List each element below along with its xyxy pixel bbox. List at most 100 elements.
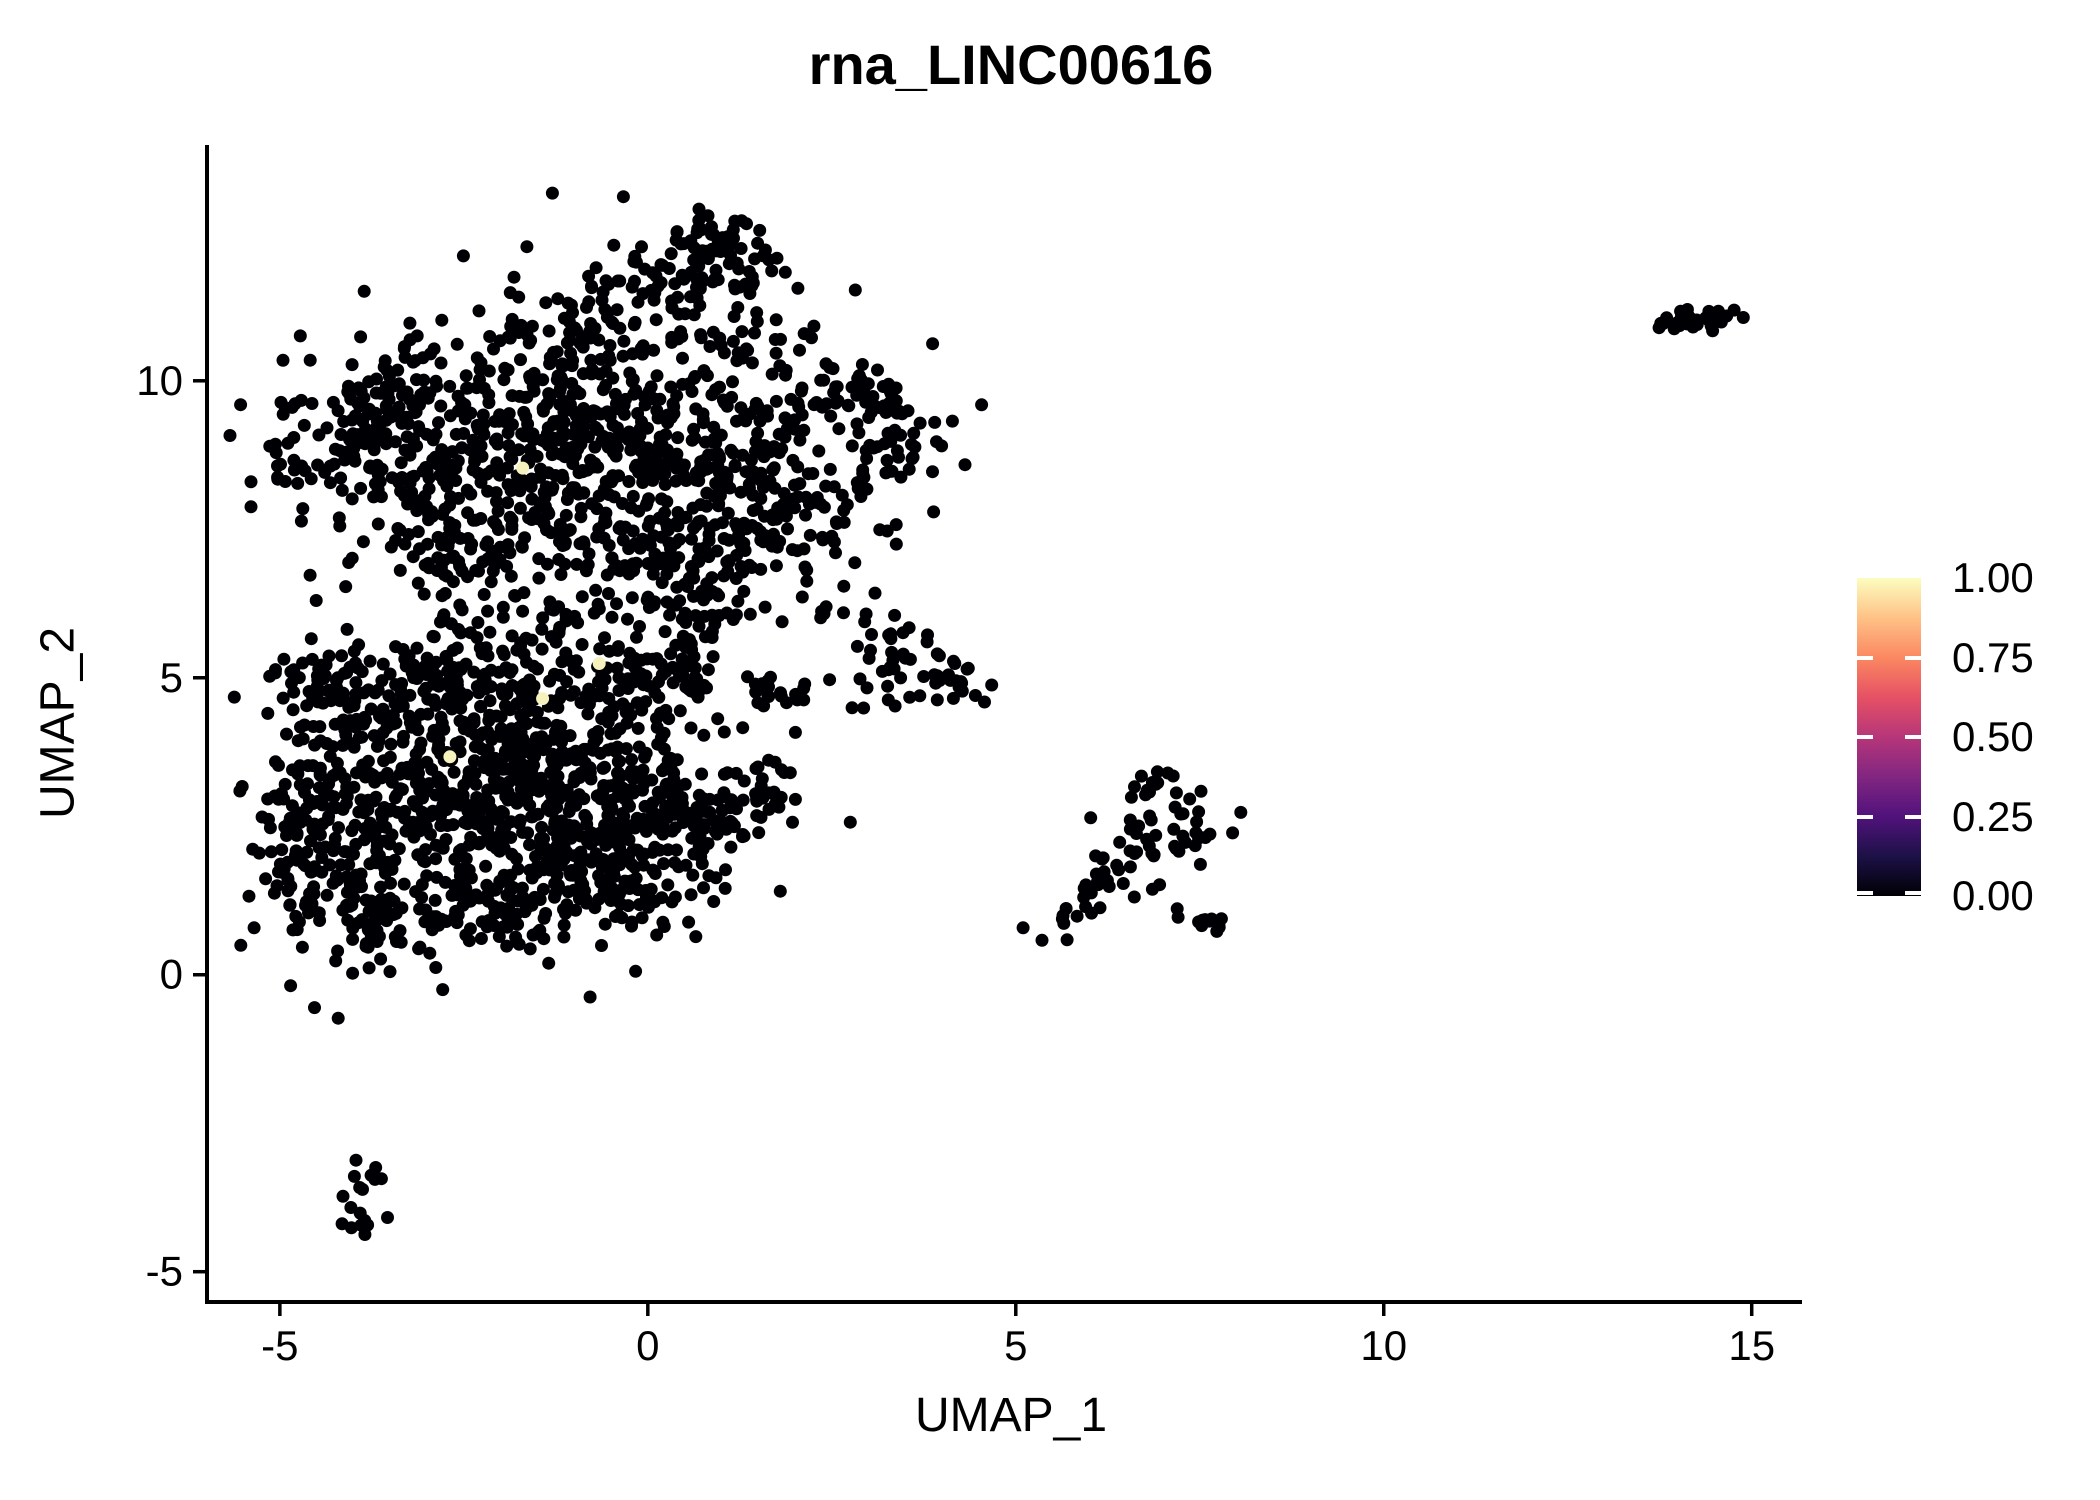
scatter-point bbox=[434, 399, 448, 413]
scatter-point bbox=[296, 502, 310, 516]
scatter-point bbox=[888, 608, 902, 622]
scatter-point bbox=[692, 542, 706, 556]
scatter-point bbox=[580, 896, 593, 910]
scatter-point bbox=[298, 464, 312, 478]
scatter-point bbox=[344, 1221, 358, 1235]
scatter-point bbox=[315, 851, 329, 864]
scatter-point bbox=[670, 225, 684, 239]
scatter-point bbox=[626, 489, 640, 503]
scatter-point bbox=[831, 394, 845, 408]
colorbar-tick bbox=[1857, 814, 1873, 819]
scatter-point bbox=[604, 727, 618, 741]
scatter-point bbox=[622, 542, 636, 556]
scatter-point bbox=[709, 823, 723, 837]
scatter-point bbox=[837, 503, 851, 517]
scatter-point bbox=[274, 457, 287, 471]
scatter-point bbox=[799, 508, 812, 522]
scatter-point bbox=[803, 528, 817, 542]
scatter-point bbox=[379, 399, 393, 413]
scatter-point bbox=[628, 654, 642, 668]
scatter-point bbox=[342, 379, 355, 393]
scatter-point bbox=[859, 607, 873, 621]
scatter-point bbox=[585, 281, 599, 295]
scatter-point bbox=[665, 598, 679, 612]
scatter-point bbox=[411, 525, 425, 539]
scatter-point bbox=[1123, 860, 1137, 874]
scatter-point bbox=[917, 670, 931, 683]
scatter-point bbox=[703, 340, 717, 353]
scatter-point bbox=[523, 838, 536, 852]
scatter-point bbox=[1123, 822, 1137, 836]
scatter-point bbox=[426, 629, 440, 643]
scatter-point bbox=[347, 449, 361, 463]
scatter-point bbox=[426, 433, 440, 447]
scatter-point bbox=[721, 506, 735, 520]
scatter-point bbox=[853, 672, 867, 686]
scatter-point bbox=[595, 875, 609, 889]
scatter-point bbox=[371, 430, 385, 444]
scatter-point bbox=[372, 734, 386, 748]
colorbar-tick-label: 1.00 bbox=[1952, 554, 2034, 601]
scatter-point bbox=[286, 703, 300, 717]
axes: -5 0 5 10 15 10 5 0 -5 bbox=[136, 145, 1802, 1369]
scatter-point bbox=[683, 641, 697, 655]
scatter-point bbox=[480, 467, 494, 481]
scatter-point bbox=[590, 502, 604, 516]
scatter-point bbox=[496, 644, 510, 658]
scatter-point bbox=[527, 679, 541, 693]
scatter-point bbox=[369, 790, 383, 804]
scatter-point bbox=[666, 676, 680, 690]
scatter-point bbox=[498, 699, 512, 713]
scatter-point bbox=[312, 662, 326, 676]
scatter-point bbox=[602, 779, 616, 793]
scatter-point bbox=[673, 704, 687, 718]
scatter-point bbox=[521, 759, 535, 773]
scatter-point bbox=[1198, 831, 1212, 844]
scatter-point bbox=[942, 672, 956, 686]
scatter-point bbox=[746, 276, 760, 290]
scatter-point bbox=[347, 740, 361, 754]
scatter-point bbox=[616, 190, 630, 204]
scatter-point bbox=[583, 325, 597, 339]
scatter-point bbox=[234, 398, 248, 412]
scatter-point bbox=[459, 882, 473, 895]
scatter-point bbox=[563, 729, 577, 743]
scatter-point bbox=[625, 919, 638, 933]
scatter-point bbox=[1143, 785, 1156, 799]
scatter-point bbox=[605, 610, 619, 624]
scatter-point bbox=[1035, 933, 1049, 947]
scatter-point bbox=[712, 466, 726, 480]
scatter-point bbox=[651, 822, 665, 836]
scatter-point bbox=[363, 816, 377, 830]
scatter-point bbox=[678, 606, 692, 620]
scatter-point bbox=[661, 523, 675, 537]
scatter-point bbox=[340, 789, 354, 803]
scatter-point bbox=[602, 644, 616, 658]
scatter-point bbox=[779, 509, 793, 523]
scatter-point bbox=[547, 345, 560, 359]
scatter-point bbox=[649, 313, 663, 327]
scatter-point bbox=[555, 814, 569, 828]
scatter-point bbox=[675, 791, 689, 804]
scatter-point bbox=[530, 449, 544, 463]
high-expression-point bbox=[592, 657, 606, 670]
scatter-point bbox=[655, 764, 669, 778]
scatter-point bbox=[364, 894, 378, 908]
scatter-point bbox=[290, 853, 304, 867]
scatter-point bbox=[421, 537, 434, 551]
scatter-point bbox=[589, 261, 603, 275]
scatter-point bbox=[610, 441, 624, 455]
scatter-point bbox=[663, 608, 677, 622]
scatter-point bbox=[845, 701, 859, 715]
scatter-point bbox=[535, 738, 549, 752]
scatter-point bbox=[735, 325, 749, 339]
scatter-point bbox=[280, 727, 293, 741]
scatter-point bbox=[446, 643, 460, 657]
scatter-point bbox=[795, 381, 809, 395]
scatter-point bbox=[968, 689, 982, 702]
scatter-point bbox=[667, 452, 681, 466]
scatter-point bbox=[607, 238, 621, 252]
scatter-point bbox=[845, 439, 859, 453]
scatter-point bbox=[291, 476, 305, 490]
